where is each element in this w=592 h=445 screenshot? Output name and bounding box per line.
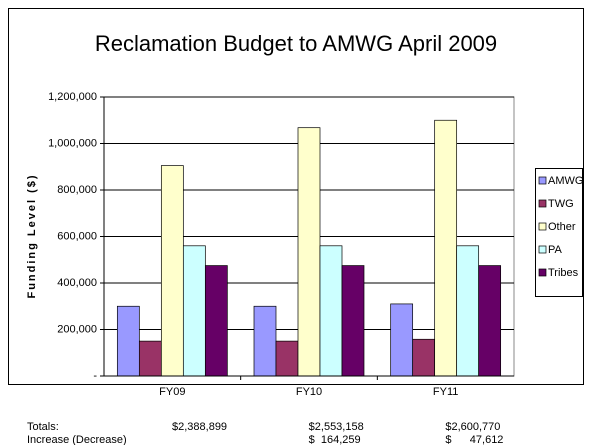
legend-swatch [538, 268, 547, 277]
cell: $ 47,612 [445, 434, 503, 445]
y-tick-label: 800,000 [57, 184, 97, 196]
bar [297, 127, 321, 377]
x-tick-label: FY10 [296, 386, 322, 398]
legend-label: Tribes [548, 267, 579, 279]
legend-swatch [538, 176, 547, 185]
bar [341, 265, 365, 377]
y-tick-label: 1,200,000 [48, 91, 97, 103]
x-tick-label: FY11 [433, 386, 458, 398]
y-tick-label: 1,000,000 [48, 137, 97, 149]
row-label: Increase (Decrease) [27, 434, 127, 445]
x-tick-label: FY09 [159, 386, 185, 398]
bar [412, 338, 436, 377]
legend-swatch [538, 245, 547, 254]
y-tick-label: - [93, 370, 97, 382]
bar [390, 303, 414, 377]
y-tick-label: 200,000 [57, 323, 97, 335]
legend-swatch [538, 222, 547, 231]
y-tick-label: 400,000 [57, 277, 97, 289]
bar [182, 245, 206, 377]
bar [319, 245, 343, 377]
cell: $2,553,158 [309, 421, 364, 433]
cell: $2,600,770 [445, 421, 500, 433]
y-axis-label: Funding Level ($) [26, 173, 38, 298]
legend-label: AMWG [548, 175, 583, 187]
cell: $ 164,259 [309, 434, 361, 445]
legend-label: Other [548, 221, 576, 233]
legend-label: TWG [548, 198, 574, 210]
bar [204, 265, 228, 377]
y-tick-label: 600,000 [57, 230, 97, 242]
cell: $2,388,899 [172, 421, 227, 433]
bar [275, 340, 299, 377]
bar [160, 165, 184, 377]
bar [138, 340, 162, 377]
chart-title: Reclamation Budget to AMWG April 2009 [95, 31, 497, 56]
row-label: Totals: [27, 421, 59, 433]
legend-label: PA [548, 244, 563, 256]
bar [478, 265, 502, 377]
bar [253, 305, 277, 377]
legend-swatch [538, 199, 547, 208]
bar [456, 245, 480, 377]
bar [434, 119, 458, 377]
bar [116, 305, 140, 377]
